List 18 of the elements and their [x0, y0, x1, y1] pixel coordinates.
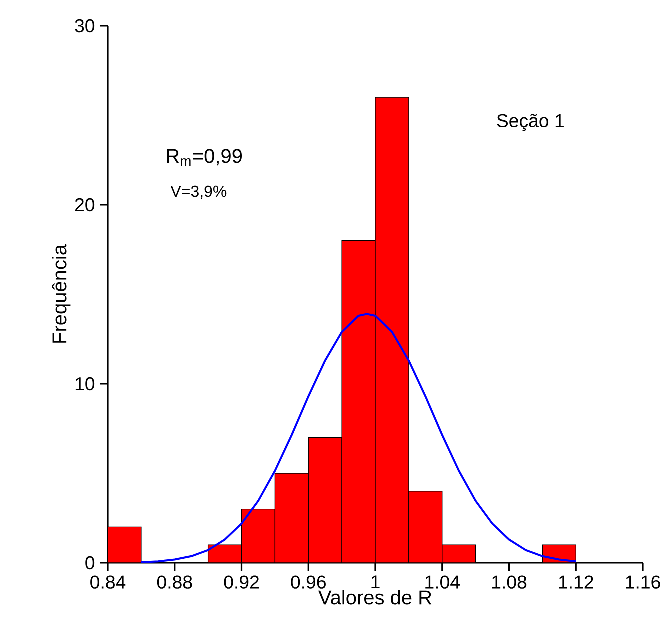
- annotation: Seção 1: [497, 114, 564, 132]
- x-tick-label: 0.96: [291, 576, 326, 589]
- x-tick-label: 0.88: [157, 576, 192, 589]
- y-tick-label: 30: [75, 19, 95, 33]
- x-axis-title: Valores de R: [318, 590, 432, 605]
- y-axis-title: Frequência: [52, 244, 71, 343]
- annotation: V=3,9%: [170, 186, 227, 200]
- x-tick-label: 1.08: [492, 576, 527, 589]
- y-tick-label: 10: [76, 377, 95, 391]
- x-tick-label: 1.12: [559, 576, 594, 589]
- x-tick-label: 1.04: [426, 576, 460, 589]
- x-tick-label: 1.16: [626, 576, 660, 589]
- y-tick-label: 20: [75, 198, 95, 212]
- x-tick-label: 0.84: [90, 576, 126, 589]
- x-tick-label: 1: [372, 576, 380, 589]
- annotation: R$_{m}$=0,99: [167, 149, 242, 166]
- x-tick-label: 0.92: [224, 576, 259, 589]
- y-tick-label: 0: [86, 556, 95, 570]
